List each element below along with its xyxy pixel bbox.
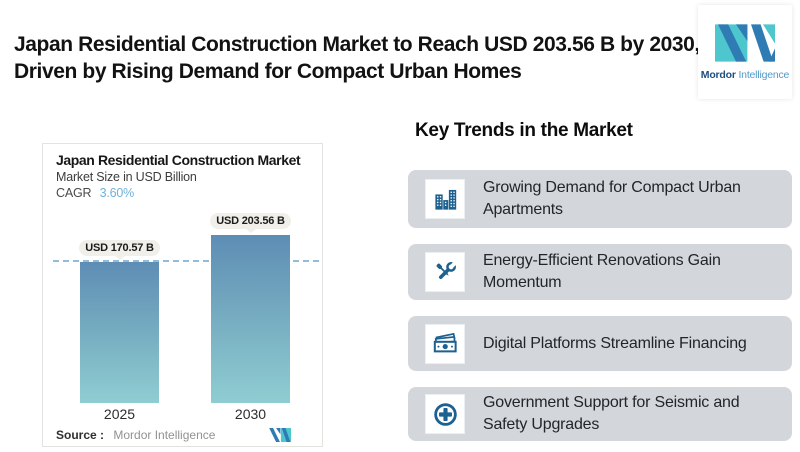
cagr-row: CAGR 3.60% [56, 186, 134, 200]
trend-text: Energy-Efficient Renovations Gain Moment… [483, 252, 721, 291]
trend-card-renovations: Energy-Efficient Renovations Gain Moment… [408, 244, 792, 300]
brand-name-bold: Mordor [700, 68, 736, 81]
x-axis-label-2025: 2025 [103, 406, 136, 422]
mordor-intelligence-logo-icon [715, 23, 775, 62]
source-label: Source : [56, 428, 105, 442]
brand-logo: Mordor Intelligence [698, 5, 792, 99]
brand-name-light: Intelligence [738, 68, 790, 81]
source-row: Source : Mordor Intelligence [56, 428, 215, 442]
brand-logo-text: Mordor Intelligence [700, 68, 790, 81]
source-logo-icon [269, 428, 291, 442]
cagr-value: 3.60% [99, 186, 135, 200]
source-value: Mordor Intelligence [113, 428, 216, 442]
trend-text: Government Support for Seismic and Safet… [483, 394, 740, 433]
chart-subtitle: Market Size in USD Billion [56, 170, 197, 184]
value-label-2025: USD 170.57 B [79, 240, 160, 256]
cagr-label: CAGR [56, 186, 92, 200]
chart-title: Japan Residential Construction Market [56, 152, 301, 168]
tools-icon [425, 252, 465, 292]
x-axis-label-2030: 2030 [234, 406, 267, 422]
reference-dashed-line [53, 260, 319, 262]
trend-text: Digital Platforms Streamline Financing [483, 334, 747, 352]
bar-chart: USD 170.57 B USD 203.56 B 2025 2030 [43, 144, 322, 446]
trend-text: Growing Demand for Compact Urban Apartme… [483, 179, 741, 218]
bar-2030 [211, 235, 290, 403]
trend-card-financing: Digital Platforms Streamline Financing [408, 316, 792, 371]
trend-card-safety: Government Support for Seismic and Safet… [408, 387, 792, 441]
page-title: Japan Residential Construction Market to… [14, 33, 700, 83]
value-label-2030: USD 203.56 B [210, 213, 291, 229]
trends-heading: Key Trends in the Market [415, 120, 633, 141]
cash-icon [425, 323, 465, 364]
market-chart-card: Japan Residential Construction Market Ma… [42, 143, 323, 447]
bar-2025 [80, 262, 159, 403]
trend-card-compact-apartments: Growing Demand for Compact Urban Apartme… [408, 170, 792, 228]
buildings-icon [425, 179, 465, 219]
plus-circle-icon [425, 394, 465, 434]
